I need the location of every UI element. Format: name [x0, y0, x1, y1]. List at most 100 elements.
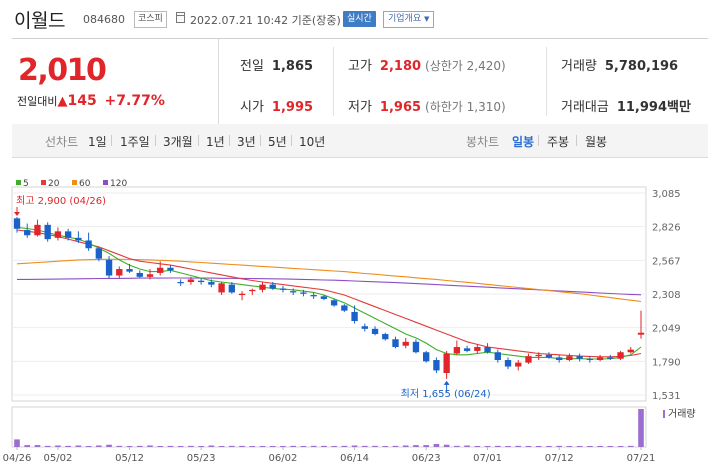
volume-bar	[249, 446, 256, 447]
ma120-line	[17, 277, 642, 296]
x-tick-label: 06/02	[269, 453, 298, 464]
volume-bar	[34, 445, 41, 447]
candle-body	[371, 328, 379, 335]
realtime-button[interactable]: 실시간	[343, 11, 376, 27]
legend-swatch	[16, 180, 21, 185]
volume-bar	[208, 445, 215, 447]
candle-body	[167, 267, 174, 271]
stock-code: 084680	[83, 13, 125, 26]
volume-bar	[280, 446, 286, 447]
tab-1w[interactable]: 1주일	[120, 135, 150, 149]
candle-body	[330, 300, 338, 306]
timestamp: 2022.07.21 10:42 기준(장중)	[190, 14, 341, 27]
low-annotation: 최저 1,655 (06/24)	[401, 388, 491, 400]
legend-label: 5	[23, 179, 29, 189]
tab-3m[interactable]: 3개월	[163, 135, 193, 149]
candle-body	[361, 326, 368, 329]
amount-value: 11,994	[616, 100, 668, 115]
volume-bar	[310, 445, 317, 447]
volume-bar	[454, 445, 460, 447]
prev-close-label: 전일	[240, 59, 264, 74]
candle-chart-label: 봉차트	[466, 135, 500, 149]
candle-body	[228, 284, 235, 293]
candle-body	[146, 274, 154, 277]
candle-body	[95, 248, 103, 259]
volume-bar	[75, 445, 82, 447]
high-value: 2,180	[379, 59, 422, 74]
volume-value: 5,780,196	[604, 59, 679, 74]
company-info-button[interactable]: 기업개요 ▼	[383, 11, 435, 28]
low-price: 저가 1,965 (하한가 1,310)	[348, 96, 506, 115]
candle-body	[249, 289, 256, 292]
tab-daily[interactable]: 일봉	[512, 135, 535, 149]
tab-3y[interactable]: 3년	[237, 135, 256, 149]
tab-separator	[198, 135, 199, 146]
tab-monthly[interactable]: 월봉	[585, 135, 608, 149]
price-summary: 2,010 전일대비▲145 +7.77% 전일 1,865 시가 1,995 고가…	[12, 38, 708, 125]
current-price: 2,010	[18, 53, 107, 88]
x-tick-label: 07/12	[545, 453, 574, 464]
change-amount: 145	[67, 93, 97, 109]
candle-body	[75, 237, 82, 241]
volume-bar	[259, 446, 266, 447]
x-tick-label: 07/01	[473, 453, 502, 464]
candle-body	[320, 296, 328, 299]
volume-bar	[566, 446, 573, 447]
volume-bar	[433, 443, 440, 447]
candle-body	[576, 356, 583, 359]
volume-legend-label: 거래량	[668, 408, 696, 420]
candle-body	[535, 354, 542, 357]
volume-bar	[96, 445, 102, 447]
volume-bar	[607, 446, 614, 447]
volume-bar	[617, 446, 624, 447]
volume-bar	[331, 446, 337, 447]
volume-bar	[535, 446, 542, 447]
tab-weekly[interactable]: 주봉	[547, 135, 570, 149]
volume: 거래량 5,780,196	[561, 55, 678, 74]
tab-separator	[260, 135, 261, 146]
tab-1y[interactable]: 1년	[206, 135, 225, 149]
tab-5y[interactable]: 5년	[268, 135, 287, 149]
volume-bar	[361, 445, 368, 447]
lower-limit: (하한가 1,310)	[425, 100, 506, 114]
candle-body	[238, 293, 246, 296]
divider	[333, 47, 334, 116]
tab-separator	[111, 135, 112, 146]
legend-label: 20	[48, 179, 60, 189]
ma60-line	[16, 258, 642, 303]
ma20-line	[16, 229, 642, 358]
low-arrowhead	[443, 380, 450, 385]
x-tick-label: 06/23	[412, 453, 441, 464]
candle-body	[627, 349, 634, 353]
high-arrowhead	[14, 212, 20, 217]
prev-close-value: 1,865	[271, 59, 314, 74]
x-tick-label: 04/26	[3, 453, 32, 464]
ma5-line	[16, 226, 642, 360]
volume-bar	[515, 445, 522, 447]
candlestick-chart: 1,531 1,790 2,049 2,308 2,567 2,826 3,085 5 20 60…	[3, 179, 696, 464]
volume-bar	[65, 445, 71, 447]
candle-body	[34, 224, 41, 236]
high-label: 고가	[348, 59, 372, 74]
tab-separator	[291, 135, 292, 146]
volume-bar	[44, 445, 51, 447]
high-annotation: 최고 2,900 (04/26)	[16, 195, 106, 207]
current-price-panel: 2,010 전일대비▲145 +7.77%	[12, 39, 219, 124]
candle-body	[443, 353, 450, 374]
volume-bar	[157, 446, 164, 447]
upper-limit: (상한가 2,420)	[425, 59, 506, 73]
tab-1d[interactable]: 1일	[88, 135, 107, 149]
stock-header: 이월드 084680 코스피 2022.07.21 10:42 기준(장중) 실…	[0, 0, 708, 38]
volume-bar	[218, 446, 225, 447]
candle-body	[116, 269, 123, 276]
volume-bar	[116, 445, 123, 447]
low-label: 저가	[348, 100, 372, 115]
candle-body	[279, 288, 287, 290]
candle-body	[566, 356, 573, 361]
x-tick-label: 07/21	[627, 453, 656, 464]
candle-body	[637, 332, 645, 335]
market-badge: 코스피	[134, 11, 167, 28]
tab-10y[interactable]: 10년	[299, 135, 326, 149]
candle-body	[617, 352, 624, 359]
y-tick-label: 2,049	[652, 324, 681, 335]
